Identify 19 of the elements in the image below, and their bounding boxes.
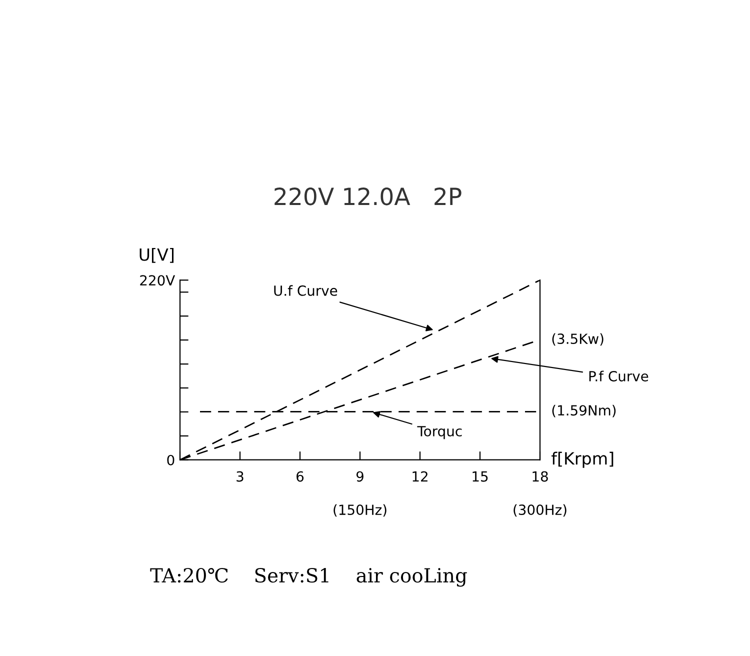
x2-tick-label: (150Hz) — [334, 504, 386, 517]
y-axis-title: U[V] — [140, 248, 174, 263]
annotation: Torquc — [417, 426, 462, 440]
annotation: (1.59Nm) — [552, 404, 616, 418]
x-tick-label: 6 — [296, 471, 304, 482]
annotation: P.f Curve — [589, 370, 648, 382]
x-axis-title: f[Krpm] — [551, 452, 614, 468]
x-tick-label: 9 — [356, 471, 364, 482]
annotation: U.f Curve — [274, 285, 338, 296]
x2-tick-label: (300Hz) — [514, 504, 566, 517]
x-tick-label: 3 — [236, 471, 244, 482]
x-tick-label: 15 — [472, 471, 488, 482]
text: TA:20℃ Serv:S1 air cooLing — [150, 568, 467, 587]
y-tick-label: 220V — [140, 275, 176, 286]
x-tick-label: 18 — [532, 471, 548, 482]
x-tick-label: 12 — [412, 471, 428, 482]
annotation: (3.5Kw) — [552, 333, 604, 346]
y-tick-label: 0 — [167, 454, 174, 466]
chart-title: 220V 12.0A 2P — [274, 187, 462, 206]
